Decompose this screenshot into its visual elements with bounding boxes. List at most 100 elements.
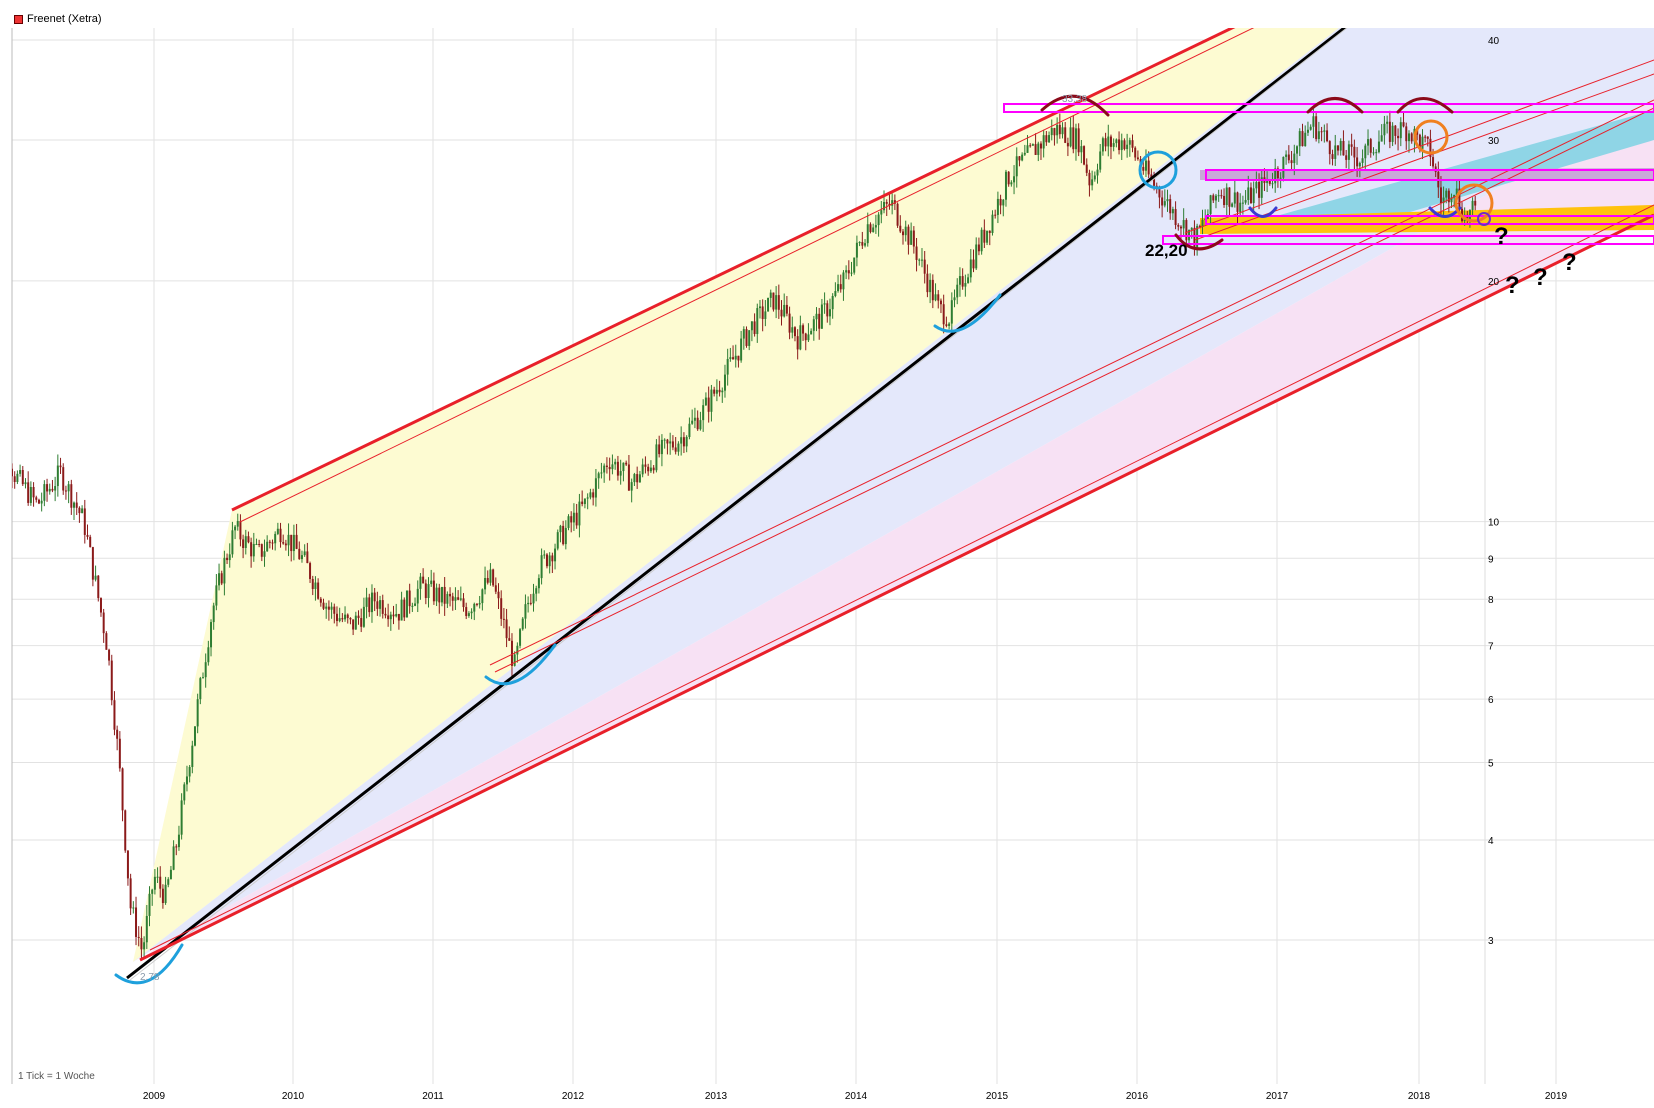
candle-body <box>1304 132 1307 147</box>
candle-body <box>1466 214 1469 220</box>
candle-body <box>923 259 926 274</box>
candle-body <box>828 309 831 317</box>
candle-body <box>614 461 617 465</box>
candle-body <box>1182 220 1185 229</box>
candle-body <box>1083 146 1086 165</box>
candle-body <box>1268 180 1271 184</box>
candle-body <box>3 426 5 446</box>
y-tick-label: 8 <box>1488 595 1494 606</box>
candle-body <box>89 536 92 548</box>
candle-body <box>199 678 202 700</box>
candle-body <box>156 876 159 878</box>
candle-body <box>1391 125 1394 142</box>
candle-body <box>494 585 497 592</box>
candle-body <box>1258 181 1261 198</box>
candle-body <box>271 542 274 544</box>
gold-zone <box>1200 205 1654 234</box>
candle-body <box>470 611 473 614</box>
candle-body <box>669 441 672 444</box>
y-tick-label: 20 <box>1488 277 1500 288</box>
candle-body <box>1131 140 1134 148</box>
candle-body <box>295 534 298 549</box>
candle-body <box>1347 144 1350 160</box>
candle-body <box>135 907 138 937</box>
candle-body <box>56 465 59 487</box>
candle-body <box>110 660 113 701</box>
candle-body <box>508 638 511 641</box>
resistance-band-mid <box>1205 169 1654 181</box>
candle-body <box>1429 138 1432 158</box>
candle-body <box>1077 128 1080 153</box>
x-tick-label: 2015 <box>986 1091 1009 1102</box>
candle-body <box>1115 139 1118 144</box>
candle-body <box>357 615 360 619</box>
candle-body <box>885 202 888 204</box>
candle-body <box>1136 157 1139 160</box>
candle-body <box>1029 145 1032 147</box>
candle-body <box>1069 127 1072 147</box>
lower-channel-inner-line <box>149 204 1654 951</box>
candle-body <box>481 589 484 604</box>
candle-body <box>864 243 867 246</box>
candle-body <box>48 488 51 492</box>
candle-body <box>710 389 713 412</box>
candle-body <box>1458 188 1461 209</box>
candle-body <box>497 591 500 599</box>
candle-body <box>129 878 132 909</box>
candle-body <box>603 465 606 473</box>
candle-body <box>1369 139 1372 153</box>
candle-body <box>627 464 630 491</box>
candle-body <box>1274 168 1277 184</box>
candle-body <box>578 501 581 526</box>
y-tick-label: 5 <box>1488 759 1494 770</box>
candle-body <box>250 542 253 557</box>
candle-body <box>641 464 644 475</box>
candle-body <box>260 544 263 557</box>
candle-body <box>796 336 799 350</box>
candle-body <box>986 230 989 243</box>
candle-body <box>1397 135 1400 139</box>
candle-body <box>1174 209 1177 226</box>
candle-body <box>605 465 608 467</box>
candle-body <box>360 618 363 627</box>
candle-body <box>682 437 685 447</box>
candle-body <box>1061 127 1064 135</box>
candle-body <box>1471 200 1474 211</box>
candle-body <box>540 555 543 579</box>
candle-body <box>691 420 694 424</box>
candle-body <box>263 551 266 557</box>
middle-channel-fill <box>133 28 1654 962</box>
candle-body <box>81 508 84 514</box>
bottom-curve-2009 <box>114 943 184 985</box>
candle-body <box>761 306 764 320</box>
candle-body <box>726 358 729 375</box>
candle-body <box>559 525 562 533</box>
candle-body <box>975 244 978 269</box>
x-tick-label: 2017 <box>1266 1091 1289 1102</box>
candle-body <box>745 329 748 346</box>
candle-body <box>674 447 677 452</box>
candle-body <box>537 578 540 589</box>
candle-body <box>392 614 395 617</box>
candle-body <box>37 499 40 504</box>
candle-body <box>473 603 476 612</box>
candle-body <box>1353 146 1356 158</box>
x-tick-label: 2013 <box>705 1091 728 1102</box>
candle-body <box>338 618 341 622</box>
candle-body <box>1317 131 1320 140</box>
candle-body <box>204 662 207 678</box>
candle-body <box>967 277 970 283</box>
x-tick-label: 2010 <box>282 1091 305 1102</box>
candle-body <box>365 597 368 607</box>
candle-body <box>1426 136 1429 139</box>
candle-body <box>961 276 964 287</box>
candle-body <box>403 599 406 618</box>
candle-body <box>855 242 858 258</box>
support-shadow-line <box>129 28 1348 981</box>
candle-body <box>1034 144 1037 155</box>
candle-body <box>883 202 886 211</box>
candle-body <box>467 613 470 616</box>
support-band-upper <box>1205 215 1654 225</box>
candle-body <box>793 327 796 337</box>
candle-body <box>395 613 398 617</box>
